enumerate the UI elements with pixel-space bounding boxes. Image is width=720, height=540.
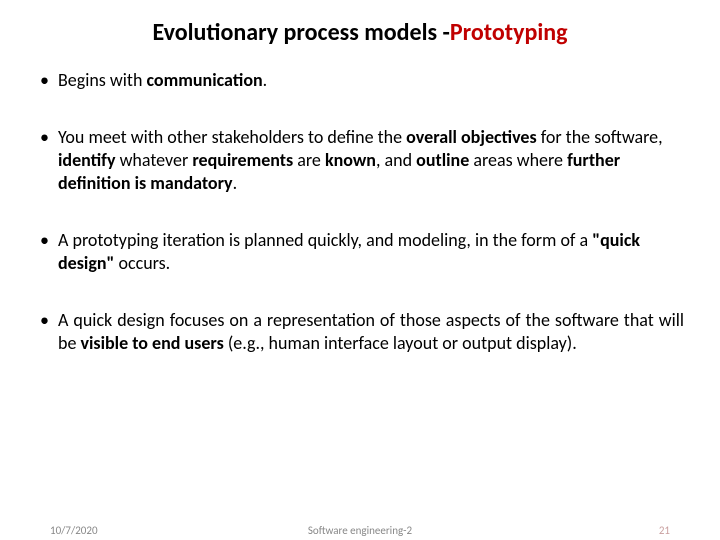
title-part2: Prototyping <box>450 18 568 47</box>
text-run: known <box>325 149 376 171</box>
text-run: A prototyping iteration is planned quick… <box>58 229 592 251</box>
text-run: visible to end users <box>80 332 227 354</box>
text-run: areas where <box>473 149 567 171</box>
bullet-list: Begins with communication. You meet with … <box>36 69 684 355</box>
text-run: identify <box>58 149 120 171</box>
text-run: outline <box>416 149 473 171</box>
text-run: occurs. <box>118 252 170 274</box>
text-run: overall objectives <box>406 126 541 148</box>
slide-title: Evolutionary process models -Prototyping <box>36 18 684 47</box>
footer-page: 21 <box>659 524 670 537</box>
slide: Evolutionary process models -Prototyping… <box>0 0 720 540</box>
text-run: , and <box>376 149 416 171</box>
title-part1: Evolutionary process models - <box>153 18 450 47</box>
text-run: You meet with other stakeholders to defi… <box>58 126 406 148</box>
text-run: Begins with <box>58 69 146 91</box>
text-run: communication <box>146 69 262 91</box>
text-run: (e.g., human interface layout or output … <box>228 332 577 354</box>
bullet-item: Begins with communication. <box>36 69 684 92</box>
text-run: requirements <box>192 149 297 171</box>
bullet-item: A quick design focuses on a representati… <box>36 309 684 355</box>
bullet-item: You meet with other stakeholders to defi… <box>36 126 684 195</box>
bullet-item: A prototyping iteration is planned quick… <box>36 229 684 275</box>
text-run: for the software, <box>541 126 663 148</box>
footer-center: Software engineering-2 <box>0 524 720 537</box>
text-run: whatever <box>120 149 193 171</box>
text-run: . <box>233 172 238 194</box>
text-run: . <box>263 69 268 91</box>
text-run: are <box>297 149 325 171</box>
